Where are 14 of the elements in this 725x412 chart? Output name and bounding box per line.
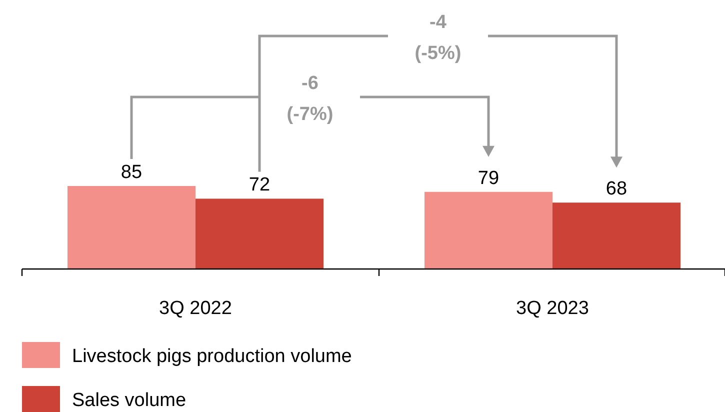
x-tick-label: 3Q 2022 [159, 298, 232, 319]
text: -4 (-5%) [414, 12, 462, 64]
bar [552, 202, 680, 269]
data-label: 72 [248, 174, 270, 196]
text: -6 (-7%) [286, 73, 334, 125]
data-label: 79 [478, 168, 500, 189]
bar [68, 186, 196, 269]
legend-label: Sales volume [72, 390, 186, 411]
data-label: 85 [120, 162, 142, 183]
bar [424, 192, 552, 269]
legend-label: Livestock pigs production volume [72, 346, 352, 367]
bar [196, 198, 324, 269]
x-tick-label: 3Q 2023 [516, 298, 589, 319]
data-label: 68 [606, 178, 628, 200]
